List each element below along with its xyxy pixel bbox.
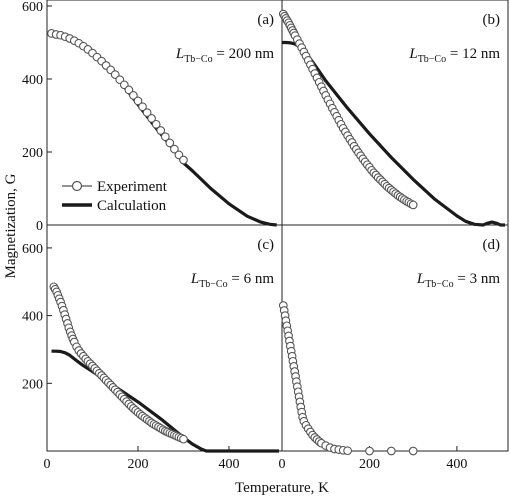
panel-label: (d) [483,237,501,253]
x-tick-label: 200 [127,457,148,472]
thickness-annotation: LTb−Co = 3 nm [416,271,500,290]
x-axis-label: Temperature, K [235,480,329,496]
y-tick-label: 400 [22,73,43,88]
experiment-point [179,155,188,165]
experiment-point [124,85,134,95]
experiment-point [151,119,161,129]
experiment-point [138,102,147,112]
y-tick-label: 600 [22,242,43,257]
panel-a: 0 200 400 600 (a) LTb−Co = 200 nm [22,0,283,234]
thickness-annotation: LTb−Co = 12 nm [408,46,500,65]
legend-experiment-marker [71,180,83,192]
panel-frame [281,224,509,452]
experiment-point [129,91,138,100]
legend: Experiment Calculation [62,179,168,214]
experiment-point [179,434,188,444]
experiment-point [386,446,396,456]
y-tick-label: 200 [22,377,43,392]
y-tick-label: 0 [36,219,43,234]
panel-c: 200 400 600 0 200 400 (c) LTb−Co = 6 nm [22,224,283,472]
panel-label: (b) [483,12,501,28]
thickness-annotation: LTb−Co = 200 nm [175,46,274,65]
experiment-point [408,446,418,456]
y-tick-label: 200 [22,146,43,161]
experiment-point [160,132,170,142]
y-tick-label: 600 [22,0,43,15]
x-tick-label: 0 [279,457,286,472]
calculation-line [51,349,279,453]
panel-label: (c) [257,237,274,253]
experiment-point [343,446,352,456]
panel-frame [46,224,283,452]
experiment-point [147,114,156,123]
experiment-point [408,200,418,210]
experiment-point [365,446,374,456]
experiment-point [156,126,166,135]
thickness-annotation: LTb−Co = 6 nm [190,271,274,290]
x-tick-label: 400 [446,457,467,472]
experiment-point [142,108,152,117]
panel-d: 0 200 400 (d) LTb−Co = 3 nm [279,224,509,472]
panel-b: (b) LTb−Co = 12 nm [278,0,509,227]
experiment-point [170,144,179,154]
legend-experiment-label: Experiment [97,179,168,195]
y-axis-label: Magnetization, G [3,173,19,278]
experiment-point [165,138,175,148]
panel-label: (a) [257,12,274,28]
legend-calculation-label: Calculation [97,198,167,214]
x-tick-label: 400 [218,457,239,472]
y-tick-label: 400 [22,310,43,325]
experiment-point [133,96,143,106]
x-tick-label: 0 [44,457,51,472]
x-tick-label: 200 [359,457,380,472]
